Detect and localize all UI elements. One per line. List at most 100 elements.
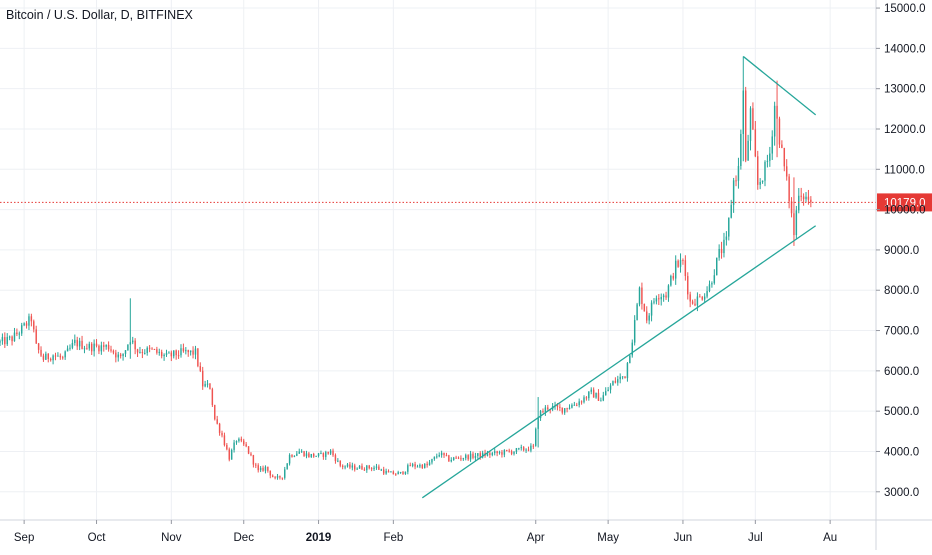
candle xyxy=(8,335,11,341)
candle-body xyxy=(771,136,773,154)
y-tick-label: 15000.0 xyxy=(884,3,926,15)
candle-body xyxy=(785,166,788,177)
candle xyxy=(609,383,612,394)
candle xyxy=(445,452,448,457)
candle-body xyxy=(325,451,327,457)
candle-body xyxy=(112,350,115,353)
candle-body xyxy=(228,449,230,460)
y-tick-label: 12000.0 xyxy=(884,124,926,136)
candle-body xyxy=(477,453,479,456)
candle-body xyxy=(597,392,600,401)
candle-body xyxy=(619,376,621,380)
candle-body xyxy=(452,457,455,460)
candle-body xyxy=(1,337,4,342)
candle-body xyxy=(571,404,573,408)
candle-body xyxy=(508,450,510,452)
candle-body xyxy=(223,435,226,446)
price-axis[interactable]: 3000.0 4000.0 5000.0 6000.0 7000.0 8000.0 9000… xyxy=(875,0,926,550)
candle xyxy=(604,387,607,396)
candle xyxy=(274,475,276,480)
candle xyxy=(402,470,404,475)
candle-body xyxy=(255,464,257,466)
candle xyxy=(535,427,537,447)
candle-body xyxy=(233,442,235,450)
candle xyxy=(397,470,399,475)
candle-body xyxy=(443,452,445,456)
candle-body xyxy=(542,411,544,413)
candle xyxy=(672,272,675,281)
candle xyxy=(725,231,728,246)
candle-body xyxy=(448,455,450,462)
candle-body xyxy=(665,295,667,298)
candle-body xyxy=(351,465,354,468)
candle xyxy=(74,334,76,346)
candle-body xyxy=(392,471,395,475)
candle-body xyxy=(119,354,122,357)
candle-body xyxy=(76,339,78,347)
candle xyxy=(626,361,629,382)
candle xyxy=(573,401,576,406)
last-price-label-box xyxy=(877,193,932,212)
candle-body xyxy=(132,340,134,343)
candle xyxy=(64,350,66,360)
candle-body xyxy=(341,465,344,467)
time-axis[interactable]: Sep Oct Nov Dec 2019 Feb Apr May Jun Jul Au xyxy=(0,519,932,544)
candle-body xyxy=(428,462,431,466)
candle xyxy=(670,274,672,287)
candle xyxy=(194,345,197,360)
candle xyxy=(95,339,98,348)
y-tick-label: 3000.0 xyxy=(884,487,919,499)
candle-body xyxy=(776,105,778,119)
candle xyxy=(547,404,549,412)
candle xyxy=(117,351,119,362)
candle-body xyxy=(793,213,795,236)
candle xyxy=(537,397,539,448)
candle xyxy=(771,130,773,160)
candle xyxy=(373,465,375,472)
candle-body xyxy=(679,260,682,267)
candle-body xyxy=(25,323,28,326)
candle xyxy=(667,284,670,302)
candle xyxy=(568,404,571,410)
candle xyxy=(257,463,259,473)
candle-body xyxy=(720,248,723,254)
candle-body xyxy=(810,199,812,203)
candle-body xyxy=(424,463,426,469)
candle-body xyxy=(103,345,105,347)
candle-body xyxy=(221,432,223,436)
candle-body xyxy=(445,455,448,457)
candle-body xyxy=(110,349,112,351)
candle-body xyxy=(474,455,477,458)
candle-body xyxy=(752,108,754,130)
candle-body xyxy=(165,352,168,355)
candle xyxy=(747,134,749,161)
candle-body xyxy=(723,239,725,254)
candle xyxy=(431,458,433,465)
candle-body xyxy=(71,342,74,348)
candle xyxy=(112,349,115,355)
candle-body xyxy=(407,465,409,472)
candle-body xyxy=(493,451,496,454)
candle-body xyxy=(59,355,62,358)
candle-body xyxy=(404,471,407,474)
candle xyxy=(713,269,716,285)
candle xyxy=(691,299,694,305)
candle-body xyxy=(646,311,648,321)
candle xyxy=(766,154,769,168)
candle xyxy=(563,408,566,415)
candle xyxy=(4,332,6,348)
candle xyxy=(204,380,206,388)
candle xyxy=(281,477,284,481)
candle xyxy=(711,281,713,288)
candle-body xyxy=(187,350,189,353)
candle-body xyxy=(259,467,262,471)
candle xyxy=(354,463,356,472)
candle-body xyxy=(416,466,419,468)
candle-body xyxy=(604,391,607,396)
candle xyxy=(115,349,117,363)
candle xyxy=(646,306,648,324)
candle xyxy=(682,258,684,265)
candle-body xyxy=(732,180,735,205)
candle xyxy=(805,192,807,202)
